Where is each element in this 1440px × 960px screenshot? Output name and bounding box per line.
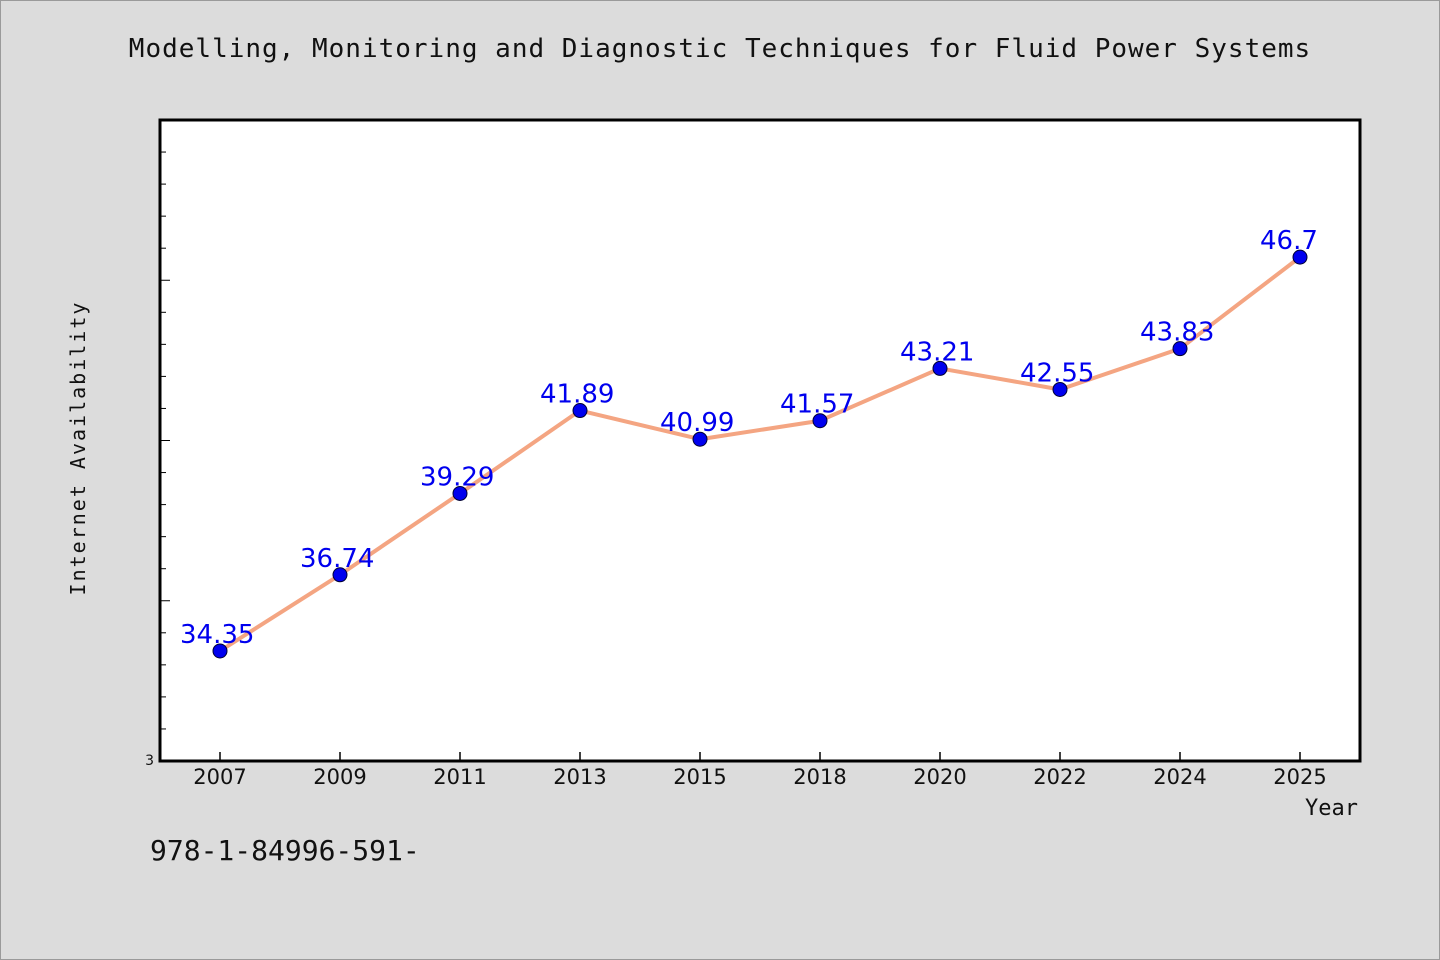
series-line [218,255,1302,653]
data-point-marker [1052,381,1068,397]
data-point-marker [932,360,948,376]
x-axis-ticks: 2007 2009 2011 2013 2015 2018 2020 2022 2024 2025 [193,752,1327,789]
x-tick-label: 2025 [1273,765,1326,789]
x-tick-label: 2018 [793,765,846,789]
x-tick-label: 2015 [673,765,726,789]
x-tick-label: 2007 [193,765,246,789]
x-tick-label: 2020 [913,765,966,789]
data-label: 39.29 [420,462,494,492]
data-label: 36.74 [300,544,374,574]
data-label: 34.35 [180,620,254,650]
data-point-marker [572,403,588,419]
data-label: 41.89 [540,380,614,410]
y-tick-label: 3 [145,753,154,769]
x-axis-label: Year [1305,796,1358,821]
data-point-marker [452,485,468,501]
x-tick-label: 2011 [433,765,486,789]
data-label: 46.7 [1260,226,1318,256]
data-point-marker [812,413,828,429]
data-label: 40.99 [660,408,734,438]
data-point-marker [692,431,708,447]
data-label: 43.83 [1140,318,1214,348]
series-layer [212,249,1308,659]
data-point-marker [332,567,348,583]
data-label: 43.21 [900,337,974,367]
data-label-layer: 34.35 36.74 39.29 41.89 40.99 41.57 43.21 42.55… [180,226,1318,650]
plot-area [158,118,1362,763]
x-tick-label: 2013 [553,765,606,789]
data-point-marker [1172,341,1188,357]
x-tick-label: 2009 [313,765,366,789]
y-axis-ticks: 3 [145,151,170,769]
footer-isbn-text: 978-1-84996-591- [150,834,420,867]
data-point-marker [212,643,228,659]
data-point-marker [1292,249,1308,265]
chart-title: Modelling, Monitoring and Diagnostic Tec… [128,34,1312,64]
x-tick-label: 2024 [1153,765,1206,789]
data-label: 42.55 [1020,358,1094,388]
data-label: 41.57 [780,390,854,420]
x-tick-label: 2022 [1033,765,1086,789]
